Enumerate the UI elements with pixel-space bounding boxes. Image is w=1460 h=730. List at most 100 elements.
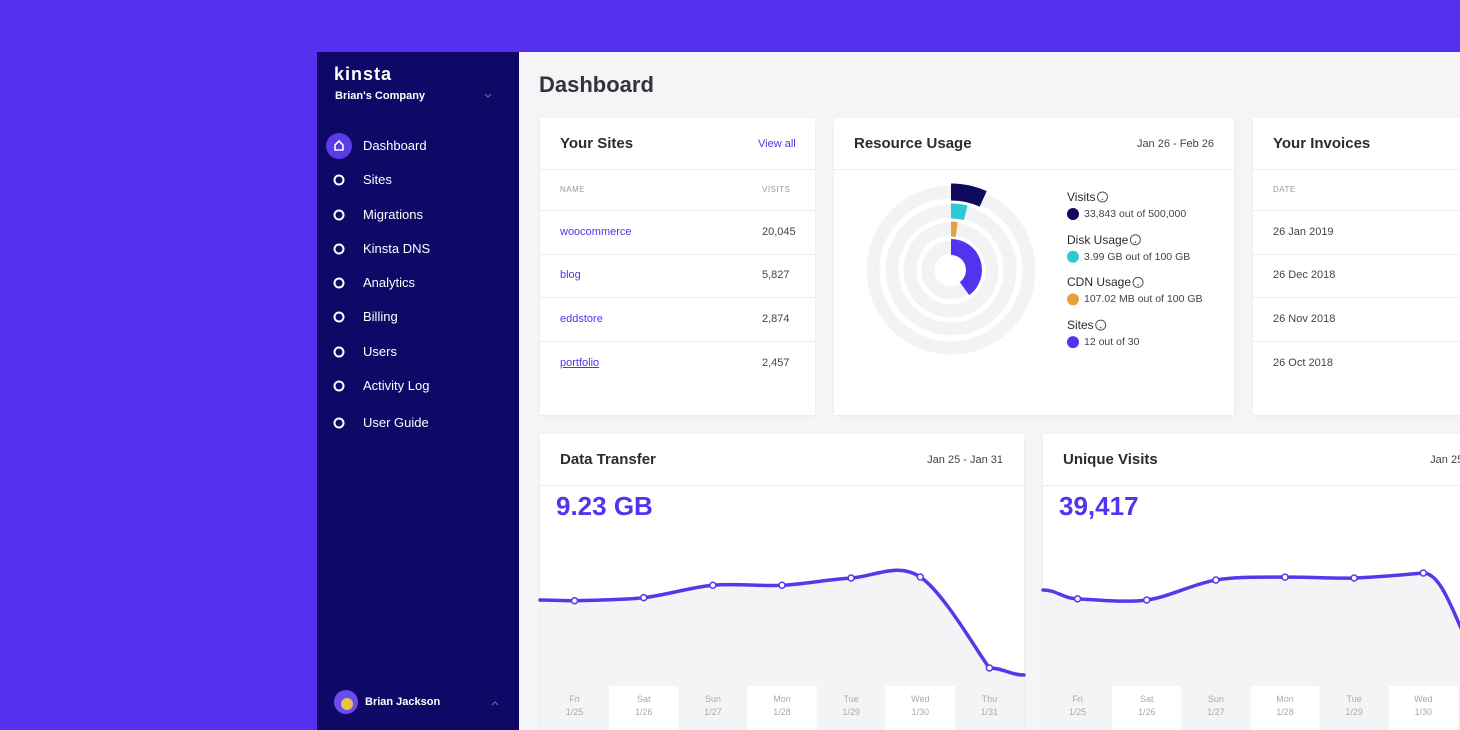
nav-item[interactable]: Sites xyxy=(363,172,392,187)
line xyxy=(1075,571,1426,603)
site-name[interactable]: eddstore xyxy=(560,313,603,325)
point xyxy=(847,574,855,582)
x-tick-date: 1/27 xyxy=(1207,707,1225,717)
usage-detail: 3.99 GB out of 100 GB xyxy=(1084,250,1191,263)
nav-item[interactable]: Dashboard xyxy=(363,138,427,153)
dividers xyxy=(540,169,1460,486)
point xyxy=(1142,596,1151,604)
visits-arc xyxy=(950,183,987,207)
point xyxy=(985,664,994,672)
avatar-face xyxy=(341,698,353,710)
date-range: Jan 26 - Feb 26 xyxy=(1136,138,1214,150)
help-icon[interactable] xyxy=(1096,191,1108,203)
column-header: VISITS xyxy=(762,185,791,194)
point xyxy=(639,593,648,602)
usage-name: Sites xyxy=(1067,318,1094,333)
x-tick-label: Sun xyxy=(1208,694,1224,704)
invoice-date: 26 Dec 2018 xyxy=(1273,269,1336,281)
invoice-date: 26 Nov 2018 xyxy=(1273,313,1336,325)
x-tick-date: 1/31 xyxy=(981,707,999,717)
help-dot xyxy=(1099,326,1102,329)
nav-item[interactable]: Migrations xyxy=(363,207,423,222)
site-name[interactable]: portfolio xyxy=(560,357,600,369)
point xyxy=(916,573,925,581)
label-cell xyxy=(609,686,679,730)
x-tick-date: 1/27 xyxy=(704,707,722,717)
usage-detail: 107.02 MB out of 100 GB xyxy=(1084,293,1203,306)
view-all[interactable]: View all xyxy=(758,138,796,150)
help-icon[interactable] xyxy=(1095,319,1107,331)
usage-rings xyxy=(866,185,1036,355)
company[interactable]: Brian's Company xyxy=(335,90,426,102)
invoices-card xyxy=(1253,118,1460,415)
card-title: Your Sites xyxy=(560,135,634,152)
column-header: NAME xyxy=(560,185,586,194)
help-icon[interactable] xyxy=(1132,276,1144,288)
nav-item[interactable]: Activity Log xyxy=(363,378,430,393)
site-name[interactable]: blog xyxy=(560,269,581,281)
column-header: DATE xyxy=(1273,185,1296,194)
site-visits: 2,874 xyxy=(762,313,790,325)
nav-icon xyxy=(333,380,345,392)
help-dot xyxy=(1137,284,1139,286)
label-cell xyxy=(1388,686,1458,730)
x-tick-label: Wed xyxy=(1414,694,1432,704)
x-tick-date: 1/30 xyxy=(912,707,930,717)
legend-dot xyxy=(1067,293,1079,306)
page-title: Dashboard xyxy=(539,72,654,97)
sites-card xyxy=(540,118,815,415)
nav-icon xyxy=(333,277,345,289)
x-tick-label: Sat xyxy=(1140,694,1154,704)
sites-arc xyxy=(950,239,982,296)
card-title: Your Invoices xyxy=(1273,135,1371,152)
disk-arc xyxy=(950,203,968,221)
date-range: Jan 25 - Jan 31 xyxy=(927,454,1003,466)
user-name[interactable]: Brian Jackson xyxy=(365,696,441,708)
x-tick-label: Tue xyxy=(844,694,859,704)
area-fill xyxy=(1043,573,1460,686)
invoice-date: 26 Oct 2018 xyxy=(1273,357,1333,369)
site-visits: 5,827 xyxy=(762,269,790,281)
nav-item[interactable]: Kinsta DNS xyxy=(363,241,431,256)
legend-dot xyxy=(1067,208,1079,220)
help-dot xyxy=(1101,198,1104,201)
point xyxy=(1281,573,1289,581)
nav-item[interactable]: Billing xyxy=(363,309,398,324)
nav-icon xyxy=(333,311,345,323)
nav-icon xyxy=(333,174,345,186)
help-icon[interactable] xyxy=(1129,234,1141,246)
nav-icon xyxy=(333,346,345,358)
line-edge xyxy=(538,598,577,603)
site-visits: 2,457 xyxy=(762,357,790,369)
x-tick-date: 1/30 xyxy=(1415,707,1433,717)
user-chevron[interactable] xyxy=(491,701,499,706)
site-name[interactable]: woocommerce xyxy=(560,226,632,238)
usage-detail: 33,843 out of 500,000 xyxy=(1084,208,1187,220)
nav-icon xyxy=(334,139,344,151)
x-tick-label: Fri xyxy=(569,694,580,704)
nav-item[interactable]: Analytics xyxy=(363,275,416,290)
x-tick-date: 1/26 xyxy=(1138,707,1156,717)
usage-name: CDN Usage xyxy=(1067,275,1132,290)
headline: 39,417 xyxy=(1059,491,1139,521)
card-title: Unique Visits xyxy=(1063,451,1158,468)
sidebar xyxy=(317,52,519,730)
point xyxy=(778,581,786,590)
usage-detail: 12 out of 30 xyxy=(1084,336,1140,349)
legend-dot xyxy=(1067,250,1079,263)
label-cell xyxy=(747,686,817,730)
nav-item[interactable]: User Guide xyxy=(363,415,429,430)
x-tick-date: 1/25 xyxy=(566,707,584,717)
x-tick-date: 1/28 xyxy=(1276,707,1294,717)
invoice-date: 26 Jan 2019 xyxy=(1273,226,1334,238)
nav-item[interactable]: Users xyxy=(363,344,397,359)
site-visits: 20,045 xyxy=(762,226,796,238)
x-tick-label: Tue xyxy=(1347,694,1362,704)
company-chevron[interactable] xyxy=(484,93,492,98)
x-tick-date: 1/26 xyxy=(635,707,653,717)
x-tick-date: 1/29 xyxy=(842,707,860,717)
label-cell xyxy=(1112,686,1182,730)
